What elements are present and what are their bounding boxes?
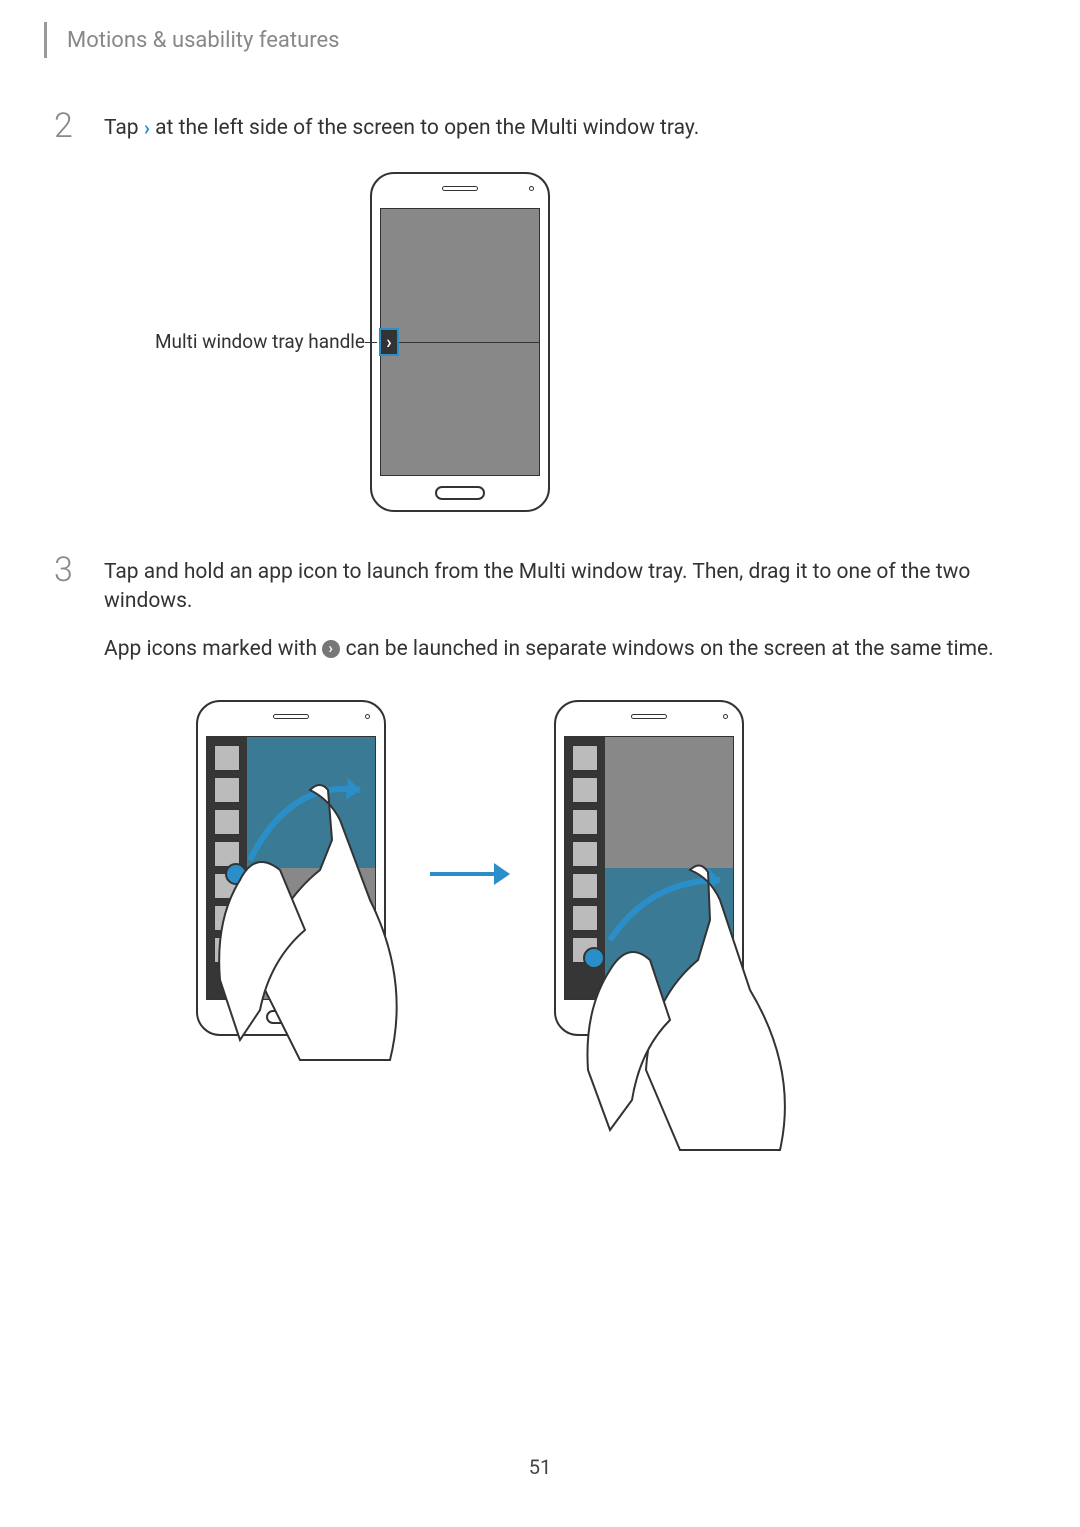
step-3-p2a: App icons marked with bbox=[104, 637, 317, 661]
step-2-number: 2 bbox=[54, 106, 73, 146]
tray-app-icon bbox=[214, 937, 240, 963]
phone-camera bbox=[723, 714, 728, 719]
tray-app-icon bbox=[214, 745, 240, 771]
step-2-body: Tap › at the left side of the screen to … bbox=[104, 114, 1016, 143]
split-window-icon bbox=[322, 640, 340, 658]
tray-app-icon bbox=[572, 745, 598, 771]
phone-screen-3 bbox=[564, 736, 734, 1000]
step-3-p1: Tap and hold an app icon to launch from … bbox=[104, 558, 1016, 617]
phone-speaker bbox=[273, 714, 309, 719]
bottom-window bbox=[605, 868, 733, 999]
step-3: 3 Tap and hold an app icon to launch fro… bbox=[64, 558, 1016, 682]
step-3-body: Tap and hold an app icon to launch from … bbox=[104, 558, 1016, 664]
top-window bbox=[247, 737, 375, 868]
callout-line bbox=[365, 342, 377, 343]
tray-app-icon bbox=[572, 905, 598, 931]
tray-app-icon bbox=[214, 777, 240, 803]
multi-window-handle bbox=[379, 328, 399, 356]
step-3-p2b: can be launched in separate windows on t… bbox=[346, 637, 994, 661]
top-window bbox=[605, 737, 733, 868]
bottom-window bbox=[247, 868, 375, 999]
header-divider bbox=[44, 22, 47, 58]
step-2-text-a: Tap bbox=[104, 116, 139, 140]
tray-app-icon bbox=[214, 905, 240, 931]
tray-app-icon bbox=[572, 873, 598, 899]
phone-home-button bbox=[266, 1010, 316, 1024]
page-number: 51 bbox=[0, 1455, 1080, 1479]
phone-home-button bbox=[435, 486, 485, 500]
handle-callout-label: Multi window tray handle bbox=[105, 330, 365, 353]
step-3-number: 3 bbox=[54, 550, 73, 590]
screen-divider bbox=[381, 342, 539, 343]
phone-illustration-2 bbox=[196, 700, 386, 1036]
tray-app-icon bbox=[572, 777, 598, 803]
phone-screen-2 bbox=[206, 736, 376, 1000]
tray-app-icon bbox=[214, 809, 240, 835]
phone-speaker bbox=[442, 186, 478, 191]
tray-app-icon bbox=[572, 841, 598, 867]
page-header: Motions & usability features bbox=[44, 22, 340, 58]
phone-screen-1 bbox=[380, 208, 540, 476]
step-2-text-b: at the left side of the screen to open t… bbox=[155, 116, 699, 140]
phone-camera bbox=[365, 714, 370, 719]
arrow-right-icon bbox=[430, 852, 510, 899]
phone-speaker bbox=[631, 714, 667, 719]
drag-indicator bbox=[583, 947, 605, 969]
chevron-right-icon: › bbox=[144, 114, 150, 142]
drag-indicator bbox=[225, 863, 247, 885]
step-2: 2 Tap › at the left side of the screen t… bbox=[64, 114, 1016, 161]
header-title: Motions & usability features bbox=[67, 28, 340, 53]
tray-app-icon bbox=[572, 809, 598, 835]
phone-camera bbox=[529, 186, 534, 191]
phone-home-button bbox=[624, 1010, 674, 1024]
phone-illustration-3 bbox=[554, 700, 744, 1036]
phone-illustration-1 bbox=[370, 172, 550, 512]
